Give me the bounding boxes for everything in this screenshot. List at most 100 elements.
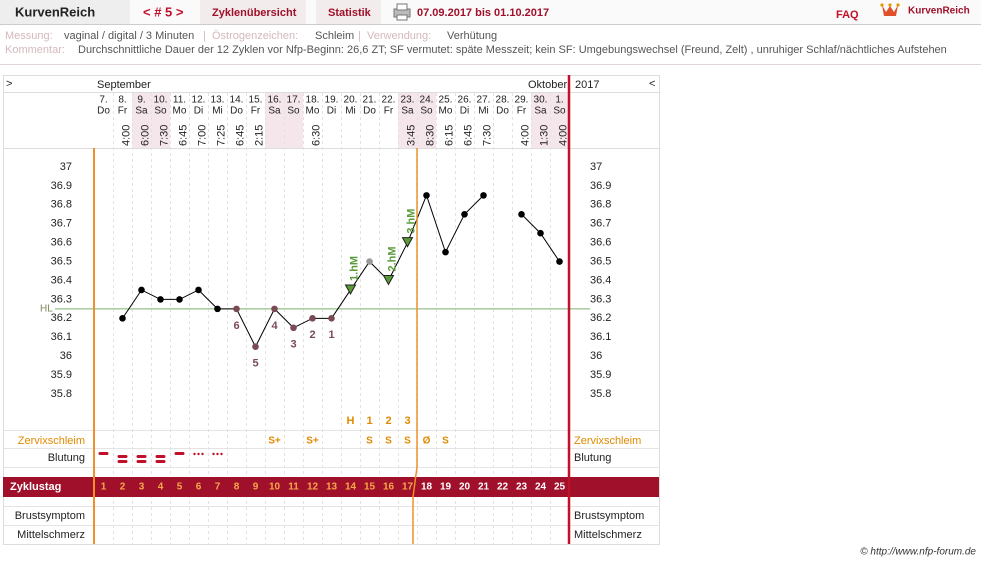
y-tick-label: 37 [60,161,72,173]
temperature-point [290,324,297,332]
print-icon[interactable] [393,3,411,21]
weekday-label: Fr [517,106,527,117]
high-measure-label: 2.hM [386,246,398,271]
day-label: 26. [458,95,472,106]
bleeding-icon [220,452,223,456]
cycle-day: 8 [234,482,240,493]
y-tick-label: 36.1 [590,331,611,343]
weekday-label: Sa [268,106,281,117]
y-tick-label: 36.2 [51,312,72,324]
day-label: 15. [249,95,263,106]
evaluation-line [412,148,418,544]
weekend-shade [398,93,417,148]
day-label: 30. [534,95,548,106]
day-label: 16. [268,95,282,106]
temperature-point [138,286,145,294]
day-label: 10. [154,95,168,106]
day-label: 1. [555,95,563,106]
info-label: Kommentar: [5,44,65,56]
cycle-day: 22 [497,482,509,493]
time-label: 7:30 [158,125,170,146]
nav-next[interactable]: > [6,78,12,90]
cycle-day: 6 [196,482,202,493]
cycle-day-band [3,477,659,497]
cycle-day: 7 [215,482,221,493]
weekday-label: So [287,106,300,117]
y-tick-label: 35.9 [590,369,611,381]
weekend-shade [531,93,550,148]
y-tick-label: 36.5 [51,255,72,267]
y-tick-label: 36.6 [590,237,611,249]
cycle-day: 13 [326,482,338,493]
cycle-day: 24 [535,482,547,493]
row-label: Mittelschmerz [574,529,642,541]
time-label: 7:30 [481,125,493,146]
time-label: 6:15 [443,125,455,146]
day-label: 9. [137,95,145,106]
tab[interactable] [200,0,306,24]
day-label: 20. [344,95,358,106]
weekday-label: Mo [306,106,320,117]
faq-link[interactable]: FAQ [836,9,859,21]
temperature-point [233,305,240,313]
weekday-label: So [553,106,566,117]
y-tick-label: 36.9 [590,180,611,192]
separator: | [203,30,206,42]
temperature-point [176,296,183,303]
nav-prev[interactable]: < [649,78,655,90]
bleeding-icon [117,460,128,463]
weekday-label: Di [327,106,336,117]
row-label: Zervixschleim [18,435,85,447]
day-label: 12. [192,95,206,106]
cycle-nav[interactable]: < # 5 > [143,4,184,19]
time-label: 4:00 [519,125,531,146]
temperature-point [195,286,202,294]
y-tick-label: 37 [590,161,602,173]
time-label: 8:30 [424,125,436,146]
row-label: Brustsymptom [574,510,644,522]
y-tick-label: 36 [590,350,602,362]
time-label: 4:00 [120,125,132,146]
row-label: Blutung [48,452,85,464]
cervix-mark: S+ [268,436,281,447]
weekday-label: Mo [173,106,187,117]
y-tick-label: 35.8 [51,388,72,400]
cycle-day: 20 [459,482,471,493]
cycle-day: 5 [177,482,183,493]
y-tick-label: 36.3 [51,293,72,305]
year-label: 2017 [575,79,599,91]
temperature-point [556,258,563,265]
tab[interactable] [316,0,381,24]
logo-text: KurvenReich [908,6,970,17]
cycle-day: 12 [307,482,319,493]
app-box [0,0,130,24]
day-label: 11. [173,95,186,106]
weekday-label: Sa [534,106,547,117]
bleeding-icon [155,455,166,458]
y-tick-label: 36.6 [51,237,72,249]
low-label: 4 [271,320,278,332]
temperature-point [119,315,126,322]
tab-label[interactable]: Statistik [328,7,372,19]
y-tick-label: 36.5 [590,255,611,267]
cycle-day: 3 [139,482,145,493]
y-tick-label: 36.8 [590,199,611,211]
tab-label[interactable]: Zyklenübersicht [212,7,297,19]
temperature-point [442,248,449,256]
day-label: 27. [477,95,491,106]
day-label: 8. [118,95,126,106]
temperature-line [521,213,560,262]
date-range: 07.09.2017 bis 01.10.2017 [417,7,549,19]
cycle-day: 2 [120,482,126,493]
cycle-day: 14 [345,482,357,493]
y-tick-label: 36.7 [51,218,72,230]
info-label: Messung: [5,30,53,42]
top-bar [0,0,981,24]
weekend-shade [265,93,284,148]
weekday-label: Mi [478,106,489,117]
temperature-point [518,210,525,218]
cycle-day: 18 [421,482,433,493]
row-label: Blutung [574,452,611,464]
y-tick-label: 36.4 [590,274,611,286]
bleeding-icon [117,455,128,458]
